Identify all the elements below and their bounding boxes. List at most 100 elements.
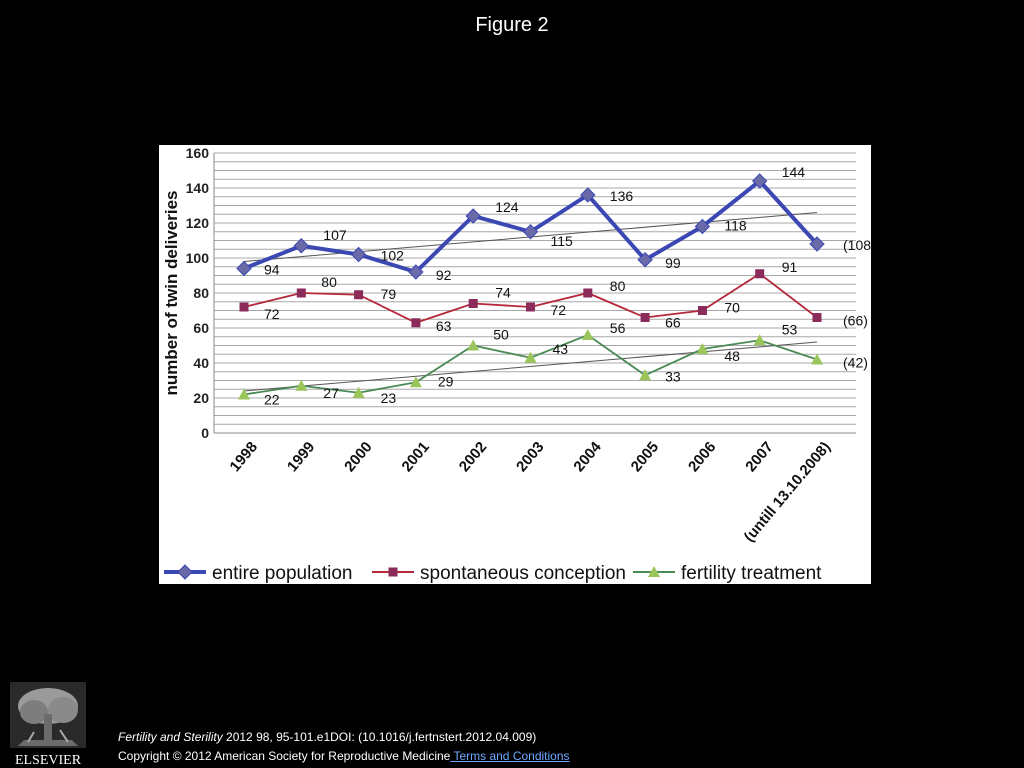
x-tick-label: 2006 [685,439,719,475]
data-label: 79 [381,286,397,302]
data-point-diamond [350,246,367,263]
data-label: 74 [495,285,511,301]
data-label: 33 [665,368,681,384]
data-label: 92 [436,267,452,283]
data-point-diamond [580,187,596,203]
data-label: 66 [665,315,681,331]
data-label: 29 [438,373,454,389]
data-label: 48 [724,348,740,364]
trend-line [243,341,818,392]
data-label: (42) [843,355,868,371]
y-tick-label: 120 [186,215,210,231]
data-label: 53 [782,321,798,337]
data-point-square [526,302,535,312]
data-point-square [296,288,306,298]
y-tick-label: 20 [193,390,209,406]
data-point-triangle [811,353,823,365]
data-point-triangle [409,376,422,388]
data-point-square [812,313,822,322]
data-point-diamond [637,252,653,268]
data-point-square [697,306,707,315]
data-label: 99 [665,255,681,271]
y-tick-label: 60 [193,320,209,336]
legend-label: fertility treatment [681,563,822,584]
y-axis-title: number of twin deliveries [162,191,181,396]
data-point-diamond [694,218,711,235]
x-tick-label: 2002 [456,439,490,475]
data-label: (66) [843,313,868,329]
publisher-wordmark: ELSEVIER [15,753,82,768]
data-label: 72 [551,302,567,318]
figure-title: Figure 2 [475,14,549,36]
data-point-triangle [238,388,250,400]
data-label: 118 [724,218,747,234]
data-label: 43 [553,341,569,357]
data-label: 80 [610,278,626,294]
data-point-diamond [293,238,310,254]
elsevier-tree-logo: ELSEVIER [10,682,86,768]
y-tick-label: 0 [201,425,209,441]
data-label: 102 [381,248,405,264]
data-label: 27 [323,385,339,401]
data-point-diamond [751,173,768,189]
data-point-triangle [352,386,365,398]
data-label: 91 [782,259,798,275]
data-label: 144 [782,164,806,180]
data-point-diamond [236,260,252,277]
data-label: 124 [495,199,519,215]
data-label: 56 [610,320,626,336]
legend-label: entire population [212,563,353,584]
data-point-triangle [581,329,594,340]
data-point-diamond [809,236,825,252]
data-point-square [354,290,364,300]
data-label: 22 [264,392,280,408]
y-tick-label: 40 [193,355,209,371]
data-label: 70 [724,300,740,316]
data-point-diamond [465,208,481,224]
line-chart: 0 20 40 60 80 100 120 140 160 number of twin deli… [162,145,871,584]
legend-marker [177,564,193,580]
data-label: (108) [843,237,871,253]
data-point-triangle [467,339,480,351]
data-point-square [239,302,249,312]
data-point-square [640,313,650,322]
terms-link[interactable]: Terms and Conditions [450,749,570,763]
data-point-square [583,288,593,298]
journal-name: Fertility and Sterility [118,730,223,744]
y-tick-label: 100 [186,250,210,266]
x-tick-label: 2004 [570,438,605,475]
data-point-triangle [639,369,652,381]
data-label: 136 [610,188,634,204]
x-tick-label: 2005 [628,439,662,475]
data-point-square [755,269,765,279]
x-tick-label: 2007 [742,439,776,475]
legend-label: spontaneous conception [420,563,626,584]
data-label: 94 [264,262,280,278]
data-label: 50 [493,327,509,343]
data-point-square [411,318,421,328]
legend-marker [388,567,398,577]
x-tick-label: 2001 [398,439,432,475]
data-point-diamond [408,264,424,280]
x-tick-label: 1998 [227,439,261,475]
y-tick-label: 80 [193,285,209,301]
data-label: 115 [551,233,574,249]
citation: Fertility and Sterility 2012 98, 95-101.… [118,728,570,766]
data-label: 63 [436,318,452,334]
x-tick-label: 2000 [341,439,375,475]
legend-marker [648,566,660,577]
chart-panel: 0 20 40 60 80 100 120 140 160 number of twin deli… [159,145,871,584]
x-tick-label: 1999 [284,439,318,475]
y-tick-label: 160 [186,145,210,161]
data-point-square [468,299,478,308]
data-point-triangle [524,351,537,363]
data-point-triangle [295,379,308,391]
data-point-triangle [753,334,766,346]
x-tick-label: 2003 [513,439,547,475]
copyright-line: Copyright © 2012 American Society for Re… [118,747,570,766]
data-label: 23 [381,390,397,406]
copyright-text: Copyright © 2012 American Society for Re… [118,749,451,763]
data-point-diamond [522,224,539,240]
y-tick-label: 140 [186,180,210,196]
citation-details: 2012 98, 95-101.e1DOI: (10.1016/j.fertns… [222,730,537,744]
